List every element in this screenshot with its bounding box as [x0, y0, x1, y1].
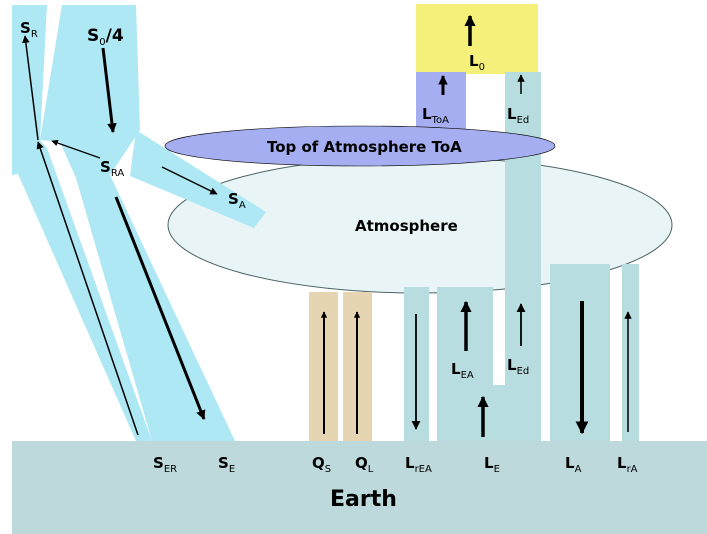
- label-l-toa: LToA: [422, 105, 449, 126]
- beam-s0: [40, 5, 235, 441]
- label-l-0: L0: [469, 52, 485, 73]
- label-atmosphere: Atmosphere: [355, 217, 458, 235]
- arrow-s-ra: [51, 139, 101, 159]
- label-l-rea: LrEA: [405, 454, 432, 475]
- label-l-ed-upper: LEd: [507, 105, 529, 126]
- flux-arrows: [22, 14, 632, 437]
- earth-surface: [12, 441, 707, 534]
- toa-ellipse: [164, 125, 556, 167]
- label-l-ed-lower: LEd: [507, 356, 529, 377]
- label-s-ra: SRA: [100, 158, 124, 179]
- arrow-s-r: [22, 35, 39, 141]
- arrow-s-a: [161, 166, 218, 195]
- label-s-er: SER: [153, 454, 177, 475]
- bar-l-e: [437, 72, 541, 441]
- bar-l-ra: [622, 264, 639, 441]
- label-l-a: LA: [565, 454, 582, 475]
- label-l-e: LE: [484, 454, 500, 475]
- label-q-s: QS: [312, 454, 331, 475]
- label-s-e: SE: [218, 454, 235, 475]
- bar-l-ed-upper: [505, 72, 541, 132]
- arrow-s0: [101, 47, 117, 133]
- space-box-l0: [416, 4, 538, 74]
- label-s-a: SA: [228, 190, 246, 211]
- label-l-ra: LrA: [617, 454, 638, 475]
- arrow-s-er: [36, 141, 139, 436]
- beam-s-a: [130, 130, 266, 228]
- label-toa: Top of Atmosphere ToA: [267, 138, 462, 156]
- arrow-s-e: [114, 196, 206, 420]
- label-s0-4: S0/4: [87, 26, 124, 48]
- label-q-l: QL: [355, 454, 374, 475]
- label-s-r: SR: [20, 19, 38, 40]
- label-l-ea: LEA: [451, 360, 474, 381]
- label-earth: Earth: [330, 487, 397, 512]
- longwave-bars: [404, 72, 639, 441]
